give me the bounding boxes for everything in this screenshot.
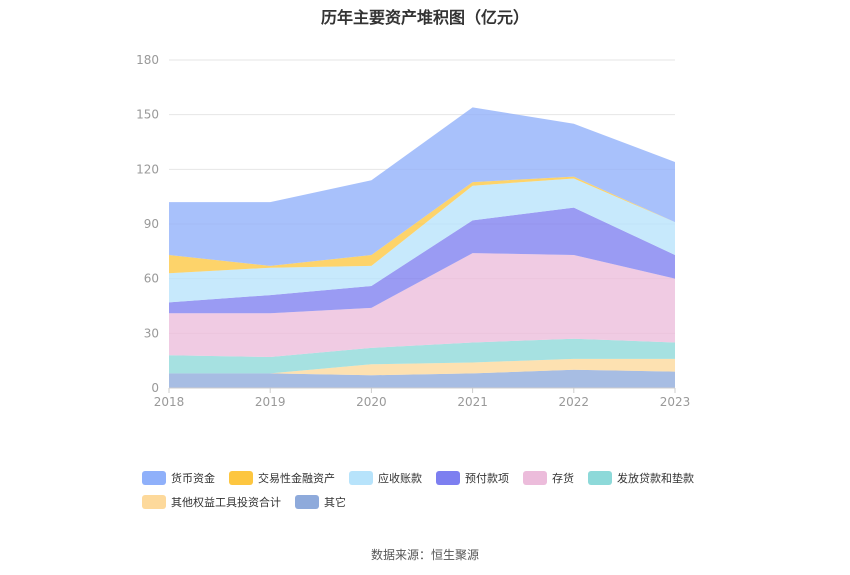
area-series (169, 358, 675, 376)
x-tick-label: 2020 (356, 395, 387, 409)
x-tick-label: 2022 (559, 395, 590, 409)
legend-label: 货币资金 (171, 472, 215, 485)
area-series (169, 253, 675, 358)
legend-swatch (349, 471, 373, 485)
legend-label: 存货 (552, 472, 574, 485)
y-tick-label: 180 (136, 53, 159, 67)
y-tick-label: 60 (144, 272, 159, 286)
legend-label: 其他权益工具投资合计 (171, 496, 281, 509)
legend-swatch (295, 495, 319, 509)
legend-swatch (523, 471, 547, 485)
legend-swatch (142, 471, 166, 485)
legend-item[interactable]: 预付款项 (436, 470, 509, 486)
legend-item[interactable]: 存货 (523, 470, 574, 486)
legend-swatch (588, 471, 612, 485)
legend-item[interactable]: 货币资金 (142, 470, 215, 486)
area-series (169, 176, 675, 274)
area-series (169, 207, 675, 314)
legend-label: 交易性金融资产 (258, 472, 335, 485)
y-tick-label: 0 (151, 381, 159, 395)
area-series (169, 369, 675, 388)
y-tick-label: 90 (144, 217, 159, 231)
chart-title: 历年主要资产堆积图（亿元） (320, 8, 529, 27)
area-series (169, 338, 675, 374)
legend-label: 预付款项 (465, 472, 509, 485)
area-series (169, 107, 675, 266)
x-tick-label: 2018 (154, 395, 185, 409)
legend-swatch (142, 495, 166, 509)
x-tick-label: 2023 (660, 395, 691, 409)
legend-label: 应收账款 (378, 472, 422, 485)
y-tick-label: 120 (136, 162, 159, 176)
legend-item[interactable]: 应收账款 (349, 470, 422, 486)
legend-item[interactable]: 其它 (295, 494, 346, 510)
data-source-note: 数据来源：恒生聚源 (370, 548, 479, 562)
legend-swatch (436, 471, 460, 485)
x-tick-label: 2019 (255, 395, 286, 409)
y-tick-label: 30 (144, 326, 159, 340)
chart-legend: 货币资金 交易性金融资产 应收账款 预付款项 存货 发放贷款和垫款其他权益工具投资合计 其它 (142, 470, 742, 518)
y-tick-label: 150 (136, 108, 159, 122)
legend-label: 其它 (324, 496, 346, 509)
legend-item[interactable]: 其他权益工具投资合计 (142, 494, 281, 510)
legend-item[interactable]: 交易性金融资产 (229, 470, 335, 486)
x-tick-label: 2021 (457, 395, 488, 409)
area-series (169, 178, 675, 303)
legend-item[interactable]: 发放贷款和垫款 (588, 470, 694, 486)
legend-label: 发放贷款和垫款 (617, 472, 694, 485)
legend-swatch (229, 471, 253, 485)
